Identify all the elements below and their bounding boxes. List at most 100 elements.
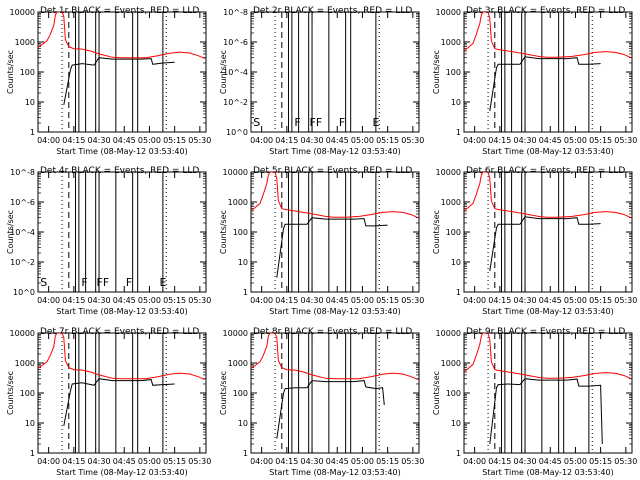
x-axis-label: Start Time (08-May-12 03:53:40) [269,147,400,156]
events-series-line [63,378,175,426]
x-axis-label: Start Time (08-May-12 03:53:40) [269,468,400,477]
x-tick-label: 05:30 [614,136,637,145]
chart-panel-4: 10^010^-210^-410^-610^-804:00 04:15 04:30 0… [6,166,211,316]
y-axis-label: Counts/sec [432,50,441,94]
x-tick-label: 05:00 [564,136,587,145]
plot-area [464,333,632,453]
chart-title: Det 9r BLACK = Events, RED = LLD [466,327,625,337]
chart-title: Det 5r BLACK = Events, RED = LLD [253,166,412,176]
annotation-label: F [81,276,87,289]
plot-area [38,333,206,453]
y-tick-label: 100 [233,228,248,237]
x-tick-label: 04:00 [463,296,486,305]
y-tick-label: 1000 [228,359,248,368]
y-tick-label: 10 [451,98,461,107]
plot-frame [250,171,420,293]
x-tick-label: 05:30 [614,457,637,466]
y-tick-label: 10000 [10,329,35,338]
x-axis-label: Start Time (08-May-12 03:53:40) [56,307,187,316]
annotation-label: E [373,116,380,129]
plot-area [251,333,419,453]
y-tick-label: 1000 [441,38,461,47]
lld-series-line [38,12,206,60]
chart-panel-7: 1 10 100 1000 10000 04:00 04:15 04:30 04:45 05:00… [6,327,211,477]
y-tick-label: 10 [238,258,248,267]
x-tick-label: 04:15 [488,457,511,466]
x-tick-label: 04:30 [88,136,111,145]
x-tick-label: 05:15 [589,136,612,145]
chart-title: Det 6r BLACK = Events, RED = LLD [466,166,625,176]
x-tick-label: 04:45 [326,296,349,305]
x-tick-label: 04:45 [539,457,562,466]
y-tick-label: 10000 [436,168,461,177]
x-tick-label: 04:00 [37,136,60,145]
x-tick-label: 04:00 [250,457,273,466]
x-tick-label: 04:45 [326,457,349,466]
x-tick-label: 04:15 [275,457,298,466]
y-tick-label: 10^-8 [223,8,248,17]
x-axis-label: Start Time (08-May-12 03:53:40) [482,147,613,156]
x-tick-label: 05:30 [401,296,424,305]
x-tick-label: 04:30 [514,457,537,466]
y-tick-label: 10 [25,419,35,428]
x-axis-label: Start Time (08-May-12 03:53:40) [269,307,400,316]
y-tick-label: 10^0 [226,128,248,137]
y-tick-label: 10000 [436,8,461,17]
plot-area [464,12,632,132]
lld-series-line [464,12,632,59]
y-tick-label: 100 [20,68,35,77]
x-axis-label: Start Time (08-May-12 03:53:40) [56,147,187,156]
x-tick-label: 05:00 [138,457,161,466]
plot-frame [463,332,633,454]
x-tick-label: 05:15 [163,136,186,145]
y-axis-label: Counts/sec [219,50,228,94]
x-tick-label: 05:30 [614,296,637,305]
x-tick-label: 05:15 [376,457,399,466]
plot-frame [250,11,420,133]
chart-title: Det 4r BLACK = Events, RED = LLD [40,166,199,176]
plot-frame [37,332,207,454]
x-tick-label: 04:45 [539,296,562,305]
plot-area [464,172,632,292]
events-series-line [489,56,601,112]
y-tick-label: 1 [456,449,461,458]
plot-area [251,172,419,292]
annotation-label: F [339,116,345,129]
x-tick-label: 05:00 [351,296,374,305]
x-tick-label: 04:00 [463,136,486,145]
x-tick-label: 05:30 [188,296,211,305]
annotation-label: F [126,276,132,289]
plot-area [61,172,167,292]
chart-panel-6: 1 10 100 1000 10000 04:00 04:15 04:30 04:45 05:00… [432,166,637,316]
y-tick-label: 10 [451,419,461,428]
lld-series-line [38,333,206,381]
x-tick-label: 05:00 [138,136,161,145]
y-tick-label: 1000 [441,198,461,207]
plot-frame [463,171,633,293]
y-tick-label: 100 [446,68,461,77]
chart-panel-9: 1 10 100 1000 10000 04:00 04:15 04:30 04:45 05:00… [432,327,637,477]
x-tick-label: 04:15 [488,136,511,145]
x-tick-label: 04:00 [37,457,60,466]
y-axis-label: Counts/sec [219,371,228,415]
x-tick-label: 04:00 [37,296,60,305]
x-tick-label: 04:45 [113,457,136,466]
y-tick-label: 10 [25,98,35,107]
y-axis-label: Counts/sec [432,371,441,415]
y-tick-label: 1 [243,449,248,458]
x-tick-label: 04:45 [113,296,136,305]
x-tick-label: 04:15 [62,136,85,145]
x-tick-label: 04:30 [301,457,324,466]
x-tick-label: 05:15 [376,136,399,145]
y-tick-label: 1000 [15,359,35,368]
lld-series-line [251,172,419,219]
y-axis-label: Counts/sec [6,210,15,254]
x-tick-label: 05:15 [163,296,186,305]
x-tick-label: 04:15 [62,296,85,305]
y-tick-label: 1 [30,449,35,458]
plot-area [38,12,206,132]
x-tick-label: 04:45 [326,136,349,145]
y-tick-label: 10 [451,258,461,267]
annotation-label: E [160,276,167,289]
x-axis-label: Start Time (08-May-12 03:53:40) [56,468,187,477]
